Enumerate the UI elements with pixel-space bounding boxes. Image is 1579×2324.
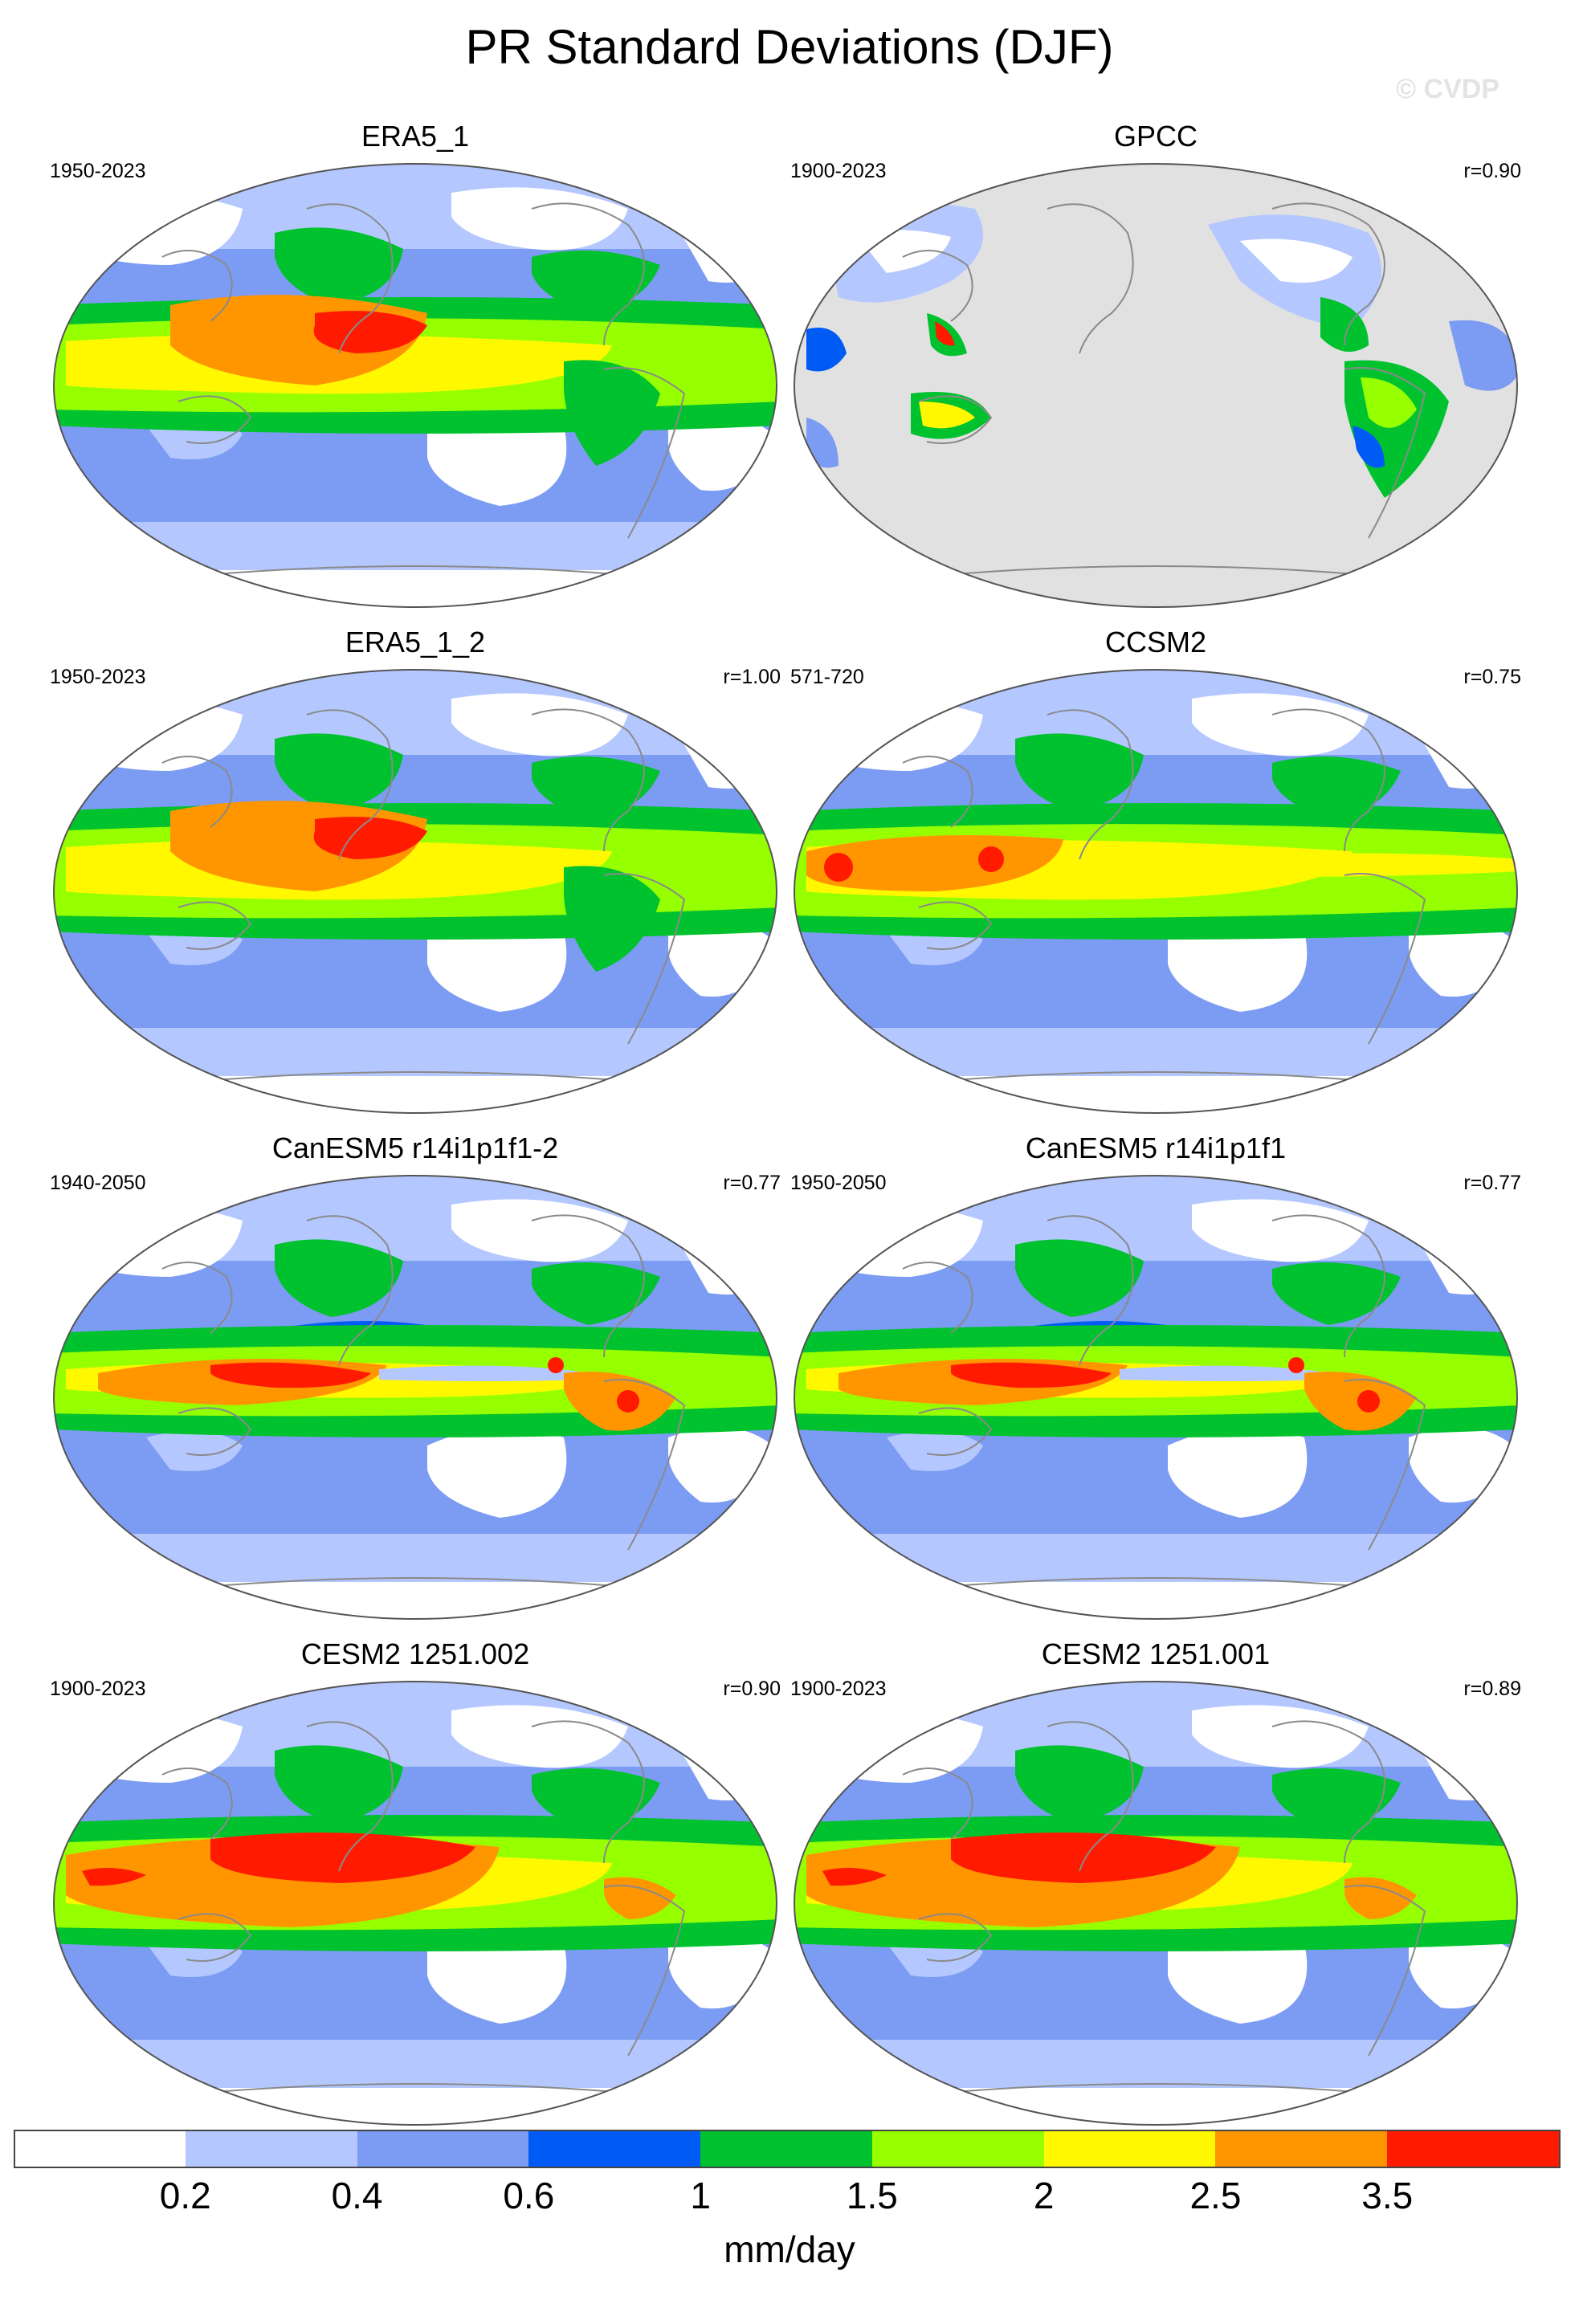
globe-map <box>794 163 1518 608</box>
colorbar-tick-label: 3.5 <box>1361 2175 1414 2216</box>
figure-title: PR Standard Deviations (DJF) <box>465 20 1114 74</box>
globe-map <box>794 1681 1518 2126</box>
colorbar-tick-label: 2.5 <box>1189 2175 1242 2216</box>
colorbar-tick-label: 1 <box>690 2175 711 2216</box>
globe-map <box>53 1681 777 2126</box>
colorbar-segment <box>1387 2130 1560 2167</box>
globe-map <box>794 1175 1518 1620</box>
map-panel: CESM2 1251.001 1900-2023 r=0.89 <box>790 1637 1521 2126</box>
panel-period: 1950-2023 <box>50 160 146 182</box>
colorbar-tick-label: 1.5 <box>846 2175 898 2216</box>
colorbar-tick-label: 0.6 <box>503 2175 555 2216</box>
panel-correlation: r=0.90 <box>723 1678 781 1700</box>
map-panel: ERA5_1 1950-2023 <box>50 119 781 609</box>
colorbar-segment <box>528 2130 701 2167</box>
colorbar-segment <box>185 2130 357 2167</box>
globe-map <box>53 1175 777 1620</box>
panel-correlation: r=0.90 <box>1463 160 1521 182</box>
colorbar <box>14 2130 1560 2167</box>
colorbar-segment <box>14 2130 186 2167</box>
colorbar-segment <box>1043 2130 1216 2167</box>
map-panel: CESM2 1251.002 1900-2023 r=0.90 <box>50 1637 781 2126</box>
panel-correlation: r=0.75 <box>1463 666 1521 688</box>
map-panel: GPCC 1900-2023 r=0.90 <box>790 119 1521 609</box>
cvdp-watermark: © CVDP <box>1396 74 1499 104</box>
panel-correlation: r=0.77 <box>723 1172 781 1194</box>
colorbar-segment <box>357 2130 529 2167</box>
panel-title: GPCC <box>1113 120 1198 153</box>
panel-period: 1900-2023 <box>50 1678 146 1700</box>
panel-period: 1900-2023 <box>790 1678 887 1700</box>
panel-title: ERA5_1 <box>361 120 470 153</box>
map-panel: ERA5_1_2 1950-2023 r=1.00 <box>50 625 781 1115</box>
panel-correlation: r=1.00 <box>723 666 781 688</box>
panel-period: 1900-2023 <box>790 160 887 182</box>
map-panel: CanESM5 r14i1p1f1 1950-2050 r=0.77 <box>790 1131 1521 1621</box>
colorbar-tick-label: 2 <box>1033 2175 1055 2216</box>
panel-title: ERA5_1_2 <box>345 626 486 658</box>
colorbar-segment <box>1215 2130 1388 2167</box>
colorbar-segment <box>871 2130 1044 2167</box>
panel-period: 1950-2023 <box>50 666 146 688</box>
panel-title: CanESM5 r14i1p1f1-2 <box>271 1131 559 1164</box>
colorbar-segment <box>700 2130 873 2167</box>
panel-period: 1940-2050 <box>50 1172 146 1194</box>
globe-map <box>53 163 777 608</box>
globe-map <box>794 669 1518 1114</box>
panel-correlation: r=0.89 <box>1463 1678 1521 1700</box>
panel-title: CanESM5 r14i1p1f1 <box>1025 1131 1287 1164</box>
colorbar-tick-label: 0.2 <box>159 2175 211 2216</box>
map-panel: CCSM2 571-720 r=0.75 <box>790 625 1521 1115</box>
colorbar-tick-label: 0.4 <box>331 2175 383 2216</box>
panel-correlation: r=0.77 <box>1463 1172 1521 1194</box>
colorbar-frame <box>14 2130 1561 2168</box>
panel-title: CESM2 1251.001 <box>1041 1637 1271 1670</box>
globe-map <box>53 669 777 1114</box>
panel-period: 571-720 <box>790 666 864 688</box>
panel-title: CCSM2 <box>1104 626 1207 658</box>
panel-title: CESM2 1251.002 <box>300 1637 530 1670</box>
colorbar-units: mm/day <box>724 2228 855 2270</box>
panel-period: 1950-2050 <box>790 1172 887 1194</box>
map-panel: CanESM5 r14i1p1f1-2 1940-2050 r=0.77 <box>50 1131 781 1621</box>
